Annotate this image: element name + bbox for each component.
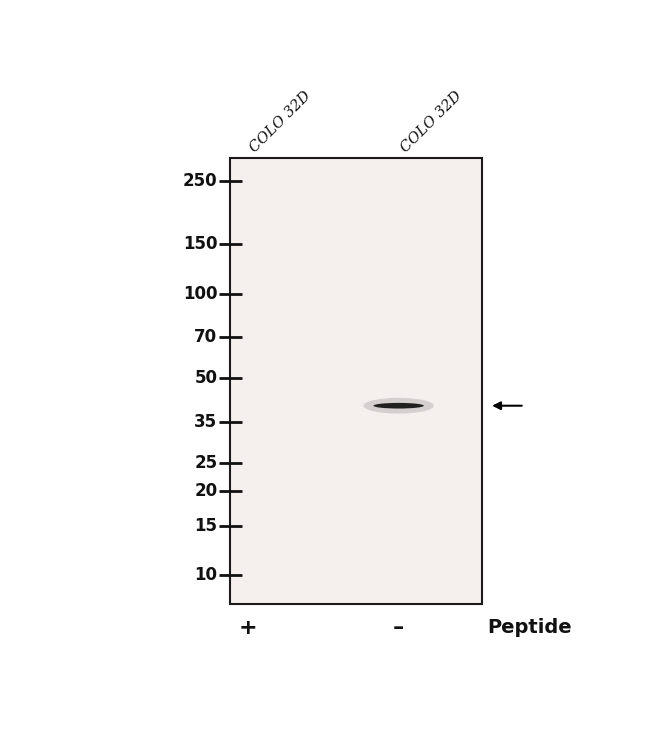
Text: 50: 50 xyxy=(194,370,217,387)
Ellipse shape xyxy=(373,403,424,408)
Text: 150: 150 xyxy=(183,235,217,253)
Text: +: + xyxy=(238,618,257,638)
Text: COLO 32D: COLO 32D xyxy=(398,89,465,155)
Text: 15: 15 xyxy=(194,517,217,535)
Bar xyxy=(230,158,482,604)
Text: 250: 250 xyxy=(183,173,217,190)
Text: 100: 100 xyxy=(183,285,217,302)
Text: –: – xyxy=(393,618,404,638)
Text: COLO 32D: COLO 32D xyxy=(248,89,314,155)
Ellipse shape xyxy=(363,397,434,414)
Text: 35: 35 xyxy=(194,413,217,431)
Text: 70: 70 xyxy=(194,328,217,346)
Text: 20: 20 xyxy=(194,482,217,499)
Text: 10: 10 xyxy=(194,567,217,584)
Text: Peptide: Peptide xyxy=(487,618,571,637)
Text: 25: 25 xyxy=(194,455,217,472)
